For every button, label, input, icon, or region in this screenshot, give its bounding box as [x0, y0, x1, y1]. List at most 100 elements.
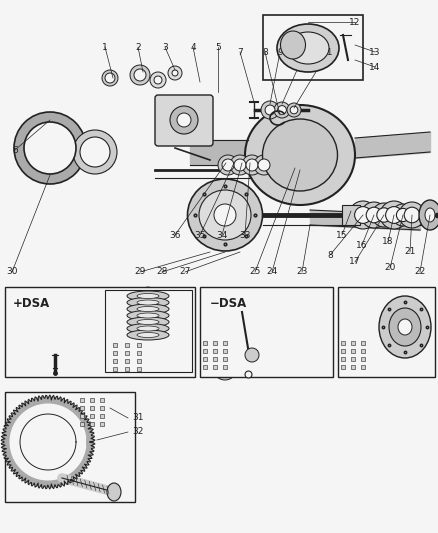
Ellipse shape: [219, 337, 237, 355]
Text: 24: 24: [266, 268, 277, 277]
Text: 29: 29: [134, 268, 145, 277]
Ellipse shape: [105, 73, 115, 83]
Ellipse shape: [127, 317, 169, 327]
Text: 3: 3: [162, 43, 167, 52]
Ellipse shape: [212, 330, 244, 362]
Text: 17: 17: [349, 257, 360, 266]
Ellipse shape: [222, 159, 233, 171]
Ellipse shape: [130, 65, 150, 85]
Ellipse shape: [137, 306, 159, 311]
Ellipse shape: [244, 105, 354, 205]
Ellipse shape: [211, 299, 219, 307]
Ellipse shape: [230, 155, 249, 175]
Ellipse shape: [342, 303, 366, 327]
Ellipse shape: [207, 295, 223, 311]
Ellipse shape: [286, 103, 300, 117]
Ellipse shape: [418, 200, 438, 230]
Bar: [341, 205, 359, 225]
Text: 27: 27: [179, 268, 190, 277]
Ellipse shape: [46, 333, 64, 351]
Ellipse shape: [42, 305, 68, 331]
Ellipse shape: [80, 137, 110, 167]
Ellipse shape: [150, 72, 166, 88]
Ellipse shape: [233, 159, 245, 171]
Text: −DSA: −DSA: [209, 297, 247, 310]
Ellipse shape: [367, 308, 381, 322]
Text: 35: 35: [194, 230, 205, 239]
Text: 8: 8: [326, 251, 332, 260]
Bar: [5, 392, 135, 502]
Text: 34: 34: [216, 230, 227, 239]
Text: 33: 33: [239, 230, 250, 239]
Text: 18: 18: [381, 238, 393, 246]
Ellipse shape: [354, 207, 371, 223]
Ellipse shape: [137, 294, 159, 298]
Ellipse shape: [358, 308, 372, 322]
Ellipse shape: [265, 105, 274, 115]
Ellipse shape: [218, 336, 237, 356]
Ellipse shape: [261, 101, 279, 119]
Ellipse shape: [47, 310, 63, 326]
Ellipse shape: [286, 32, 328, 64]
Text: 36: 36: [169, 230, 180, 239]
Ellipse shape: [262, 119, 337, 191]
Ellipse shape: [241, 155, 261, 175]
Ellipse shape: [62, 325, 72, 335]
Ellipse shape: [137, 300, 159, 305]
Text: 25: 25: [249, 268, 260, 277]
Ellipse shape: [137, 319, 159, 325]
Text: 11: 11: [321, 47, 333, 56]
Ellipse shape: [362, 303, 386, 327]
Ellipse shape: [258, 159, 269, 171]
Ellipse shape: [212, 356, 237, 380]
Ellipse shape: [397, 319, 411, 335]
Ellipse shape: [424, 208, 434, 222]
Ellipse shape: [247, 351, 255, 359]
Ellipse shape: [211, 323, 225, 337]
Ellipse shape: [14, 112, 86, 184]
FancyBboxPatch shape: [155, 95, 212, 146]
Text: 21: 21: [403, 247, 415, 256]
Ellipse shape: [57, 320, 77, 340]
Ellipse shape: [244, 348, 258, 362]
Ellipse shape: [24, 122, 76, 174]
Ellipse shape: [50, 300, 60, 310]
Text: 8: 8: [261, 47, 267, 56]
Ellipse shape: [379, 201, 407, 229]
Ellipse shape: [41, 328, 69, 356]
Ellipse shape: [177, 113, 191, 127]
Text: 22: 22: [413, 268, 425, 277]
Bar: [337, 287, 434, 377]
Ellipse shape: [385, 207, 402, 223]
Ellipse shape: [398, 202, 424, 228]
Ellipse shape: [127, 330, 169, 340]
Ellipse shape: [209, 303, 240, 333]
Text: 28: 28: [156, 268, 167, 277]
Text: 32: 32: [132, 427, 143, 437]
Text: 31: 31: [132, 414, 143, 423]
Text: 10: 10: [299, 47, 310, 56]
Ellipse shape: [365, 207, 381, 223]
Ellipse shape: [391, 204, 413, 226]
Ellipse shape: [213, 204, 236, 226]
Ellipse shape: [218, 155, 237, 175]
Ellipse shape: [254, 155, 273, 175]
Text: 16: 16: [356, 240, 367, 249]
Ellipse shape: [371, 303, 395, 327]
Ellipse shape: [170, 106, 198, 134]
Ellipse shape: [127, 291, 169, 301]
Ellipse shape: [144, 290, 152, 298]
Text: 5: 5: [215, 43, 220, 52]
Ellipse shape: [378, 296, 430, 358]
Ellipse shape: [137, 333, 159, 337]
Ellipse shape: [205, 318, 230, 342]
Ellipse shape: [403, 207, 419, 223]
Text: +DSA: +DSA: [13, 297, 50, 310]
Text: 20: 20: [383, 263, 395, 272]
Ellipse shape: [277, 106, 286, 115]
Ellipse shape: [107, 483, 121, 501]
Ellipse shape: [388, 308, 420, 346]
Ellipse shape: [353, 303, 377, 327]
Ellipse shape: [42, 317, 68, 343]
Ellipse shape: [244, 348, 258, 362]
